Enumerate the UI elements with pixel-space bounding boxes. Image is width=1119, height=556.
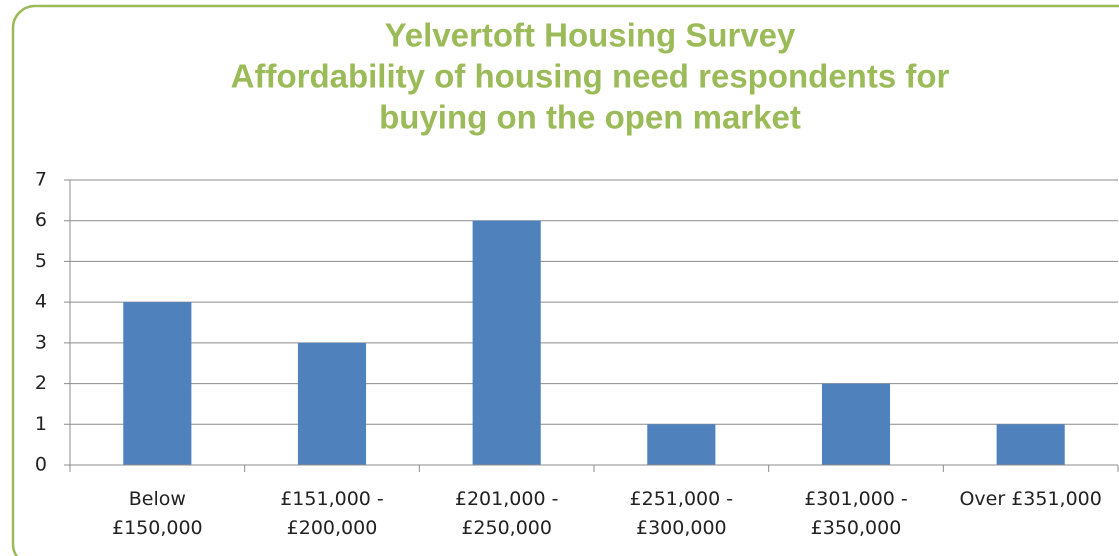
y-tick-label: 7 <box>35 169 47 191</box>
y-tick-label: 1 <box>35 413 47 435</box>
bar <box>996 424 1065 465</box>
bar <box>297 342 367 465</box>
bar <box>821 383 891 465</box>
y-tick-label: 6 <box>35 209 47 231</box>
x-tick-label: Over £351,000 <box>959 488 1102 510</box>
x-tick-label: £251,000 - £300,000 <box>629 488 734 539</box>
x-tick-label: Below £150,000 <box>111 488 203 539</box>
chart-title: buying on the open market <box>379 99 801 136</box>
y-tick-label: 5 <box>35 250 47 272</box>
bar <box>647 424 716 465</box>
x-tick-label: £301,000 - £350,000 <box>804 488 908 539</box>
bar <box>472 220 541 465</box>
y-tick-label: 3 <box>35 331 47 353</box>
x-tick-label: £201,000 - £250,000 <box>454 488 559 539</box>
y-tick-label: 0 <box>35 454 47 476</box>
chart-title: Affordability of housing need respondent… <box>231 58 950 95</box>
bar <box>123 302 192 465</box>
x-tick-label: £151,000 - £200,000 <box>280 488 384 539</box>
chart-title: Yelvertoft Housing Survey <box>385 17 796 54</box>
y-tick-label: 2 <box>35 372 47 394</box>
y-tick-label: 4 <box>35 291 47 313</box>
